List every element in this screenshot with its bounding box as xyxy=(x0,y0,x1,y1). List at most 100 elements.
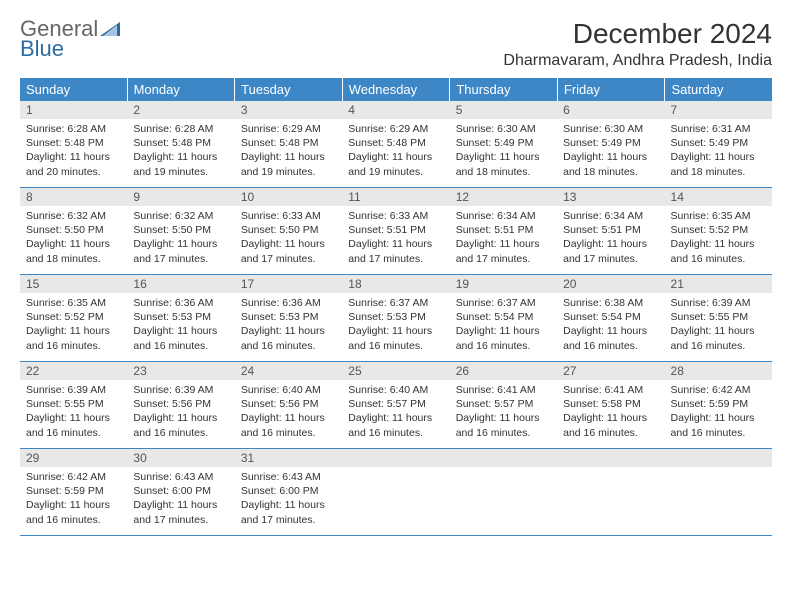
day-info: Sunrise: 6:36 AMSunset: 5:53 PMDaylight:… xyxy=(235,293,342,359)
daylight-text: Daylight: 11 hours and 19 minutes. xyxy=(133,150,228,178)
day-cell: 29Sunrise: 6:42 AMSunset: 5:59 PMDayligh… xyxy=(20,449,127,535)
day-cell: 30Sunrise: 6:43 AMSunset: 6:00 PMDayligh… xyxy=(127,449,234,535)
day-cell: 19Sunrise: 6:37 AMSunset: 5:54 PMDayligh… xyxy=(450,275,557,361)
day-cell: 22Sunrise: 6:39 AMSunset: 5:55 PMDayligh… xyxy=(20,362,127,448)
day-number: 10 xyxy=(235,188,342,206)
sunset-text: Sunset: 5:53 PM xyxy=(241,310,336,324)
day-info: Sunrise: 6:39 AMSunset: 5:56 PMDaylight:… xyxy=(127,380,234,446)
day-header-wednesday: Wednesday xyxy=(343,78,451,101)
sunrise-text: Sunrise: 6:43 AM xyxy=(241,470,336,484)
day-header-thursday: Thursday xyxy=(450,78,558,101)
day-cell: 24Sunrise: 6:40 AMSunset: 5:56 PMDayligh… xyxy=(235,362,342,448)
day-info: Sunrise: 6:43 AMSunset: 6:00 PMDaylight:… xyxy=(235,467,342,533)
sunrise-text: Sunrise: 6:39 AM xyxy=(26,383,121,397)
sunrise-text: Sunrise: 6:29 AM xyxy=(241,122,336,136)
daylight-text: Daylight: 11 hours and 20 minutes. xyxy=(26,150,121,178)
sunrise-text: Sunrise: 6:40 AM xyxy=(241,383,336,397)
day-info: Sunrise: 6:40 AMSunset: 5:56 PMDaylight:… xyxy=(235,380,342,446)
sunset-text: Sunset: 5:49 PM xyxy=(671,136,766,150)
week-row: 29Sunrise: 6:42 AMSunset: 5:59 PMDayligh… xyxy=(20,449,772,536)
day-cell: 14Sunrise: 6:35 AMSunset: 5:52 PMDayligh… xyxy=(665,188,772,274)
day-info: Sunrise: 6:35 AMSunset: 5:52 PMDaylight:… xyxy=(665,206,772,272)
daylight-text: Daylight: 11 hours and 18 minutes. xyxy=(456,150,551,178)
day-number: 2 xyxy=(127,101,234,119)
day-info: Sunrise: 6:32 AMSunset: 5:50 PMDaylight:… xyxy=(127,206,234,272)
sunrise-text: Sunrise: 6:35 AM xyxy=(671,209,766,223)
sunset-text: Sunset: 5:50 PM xyxy=(26,223,121,237)
sunrise-text: Sunrise: 6:39 AM xyxy=(671,296,766,310)
day-cell: 9Sunrise: 6:32 AMSunset: 5:50 PMDaylight… xyxy=(127,188,234,274)
day-info: Sunrise: 6:41 AMSunset: 5:58 PMDaylight:… xyxy=(557,380,664,446)
sunrise-text: Sunrise: 6:38 AM xyxy=(563,296,658,310)
day-cell: 31Sunrise: 6:43 AMSunset: 6:00 PMDayligh… xyxy=(235,449,342,535)
day-header-monday: Monday xyxy=(128,78,236,101)
sunrise-text: Sunrise: 6:39 AM xyxy=(133,383,228,397)
day-cell: 20Sunrise: 6:38 AMSunset: 5:54 PMDayligh… xyxy=(557,275,664,361)
sunrise-text: Sunrise: 6:37 AM xyxy=(348,296,443,310)
daylight-text: Daylight: 11 hours and 16 minutes. xyxy=(241,324,336,352)
day-info: Sunrise: 6:42 AMSunset: 5:59 PMDaylight:… xyxy=(665,380,772,446)
sunset-text: Sunset: 5:52 PM xyxy=(26,310,121,324)
daylight-text: Daylight: 11 hours and 16 minutes. xyxy=(26,411,121,439)
day-cell: 12Sunrise: 6:34 AMSunset: 5:51 PMDayligh… xyxy=(450,188,557,274)
daylight-text: Daylight: 11 hours and 16 minutes. xyxy=(563,411,658,439)
day-number: 12 xyxy=(450,188,557,206)
sunset-text: Sunset: 5:55 PM xyxy=(26,397,121,411)
sunrise-text: Sunrise: 6:40 AM xyxy=(348,383,443,397)
sunset-text: Sunset: 5:51 PM xyxy=(563,223,658,237)
sunrise-text: Sunrise: 6:35 AM xyxy=(26,296,121,310)
daylight-text: Daylight: 11 hours and 16 minutes. xyxy=(26,498,121,526)
day-number: 28 xyxy=(665,362,772,380)
day-info: Sunrise: 6:41 AMSunset: 5:57 PMDaylight:… xyxy=(450,380,557,446)
day-cell: 27Sunrise: 6:41 AMSunset: 5:58 PMDayligh… xyxy=(557,362,664,448)
day-number: 30 xyxy=(127,449,234,467)
day-number: 29 xyxy=(20,449,127,467)
sunrise-text: Sunrise: 6:29 AM xyxy=(348,122,443,136)
day-number: 15 xyxy=(20,275,127,293)
day-number: 11 xyxy=(342,188,449,206)
sunrise-text: Sunrise: 6:30 AM xyxy=(456,122,551,136)
daylight-text: Daylight: 11 hours and 16 minutes. xyxy=(671,324,766,352)
sunset-text: Sunset: 5:58 PM xyxy=(563,397,658,411)
sunset-text: Sunset: 5:57 PM xyxy=(456,397,551,411)
day-info: Sunrise: 6:28 AMSunset: 5:48 PMDaylight:… xyxy=(20,119,127,185)
day-info: Sunrise: 6:40 AMSunset: 5:57 PMDaylight:… xyxy=(342,380,449,446)
sunset-text: Sunset: 5:54 PM xyxy=(563,310,658,324)
daylight-text: Daylight: 11 hours and 17 minutes. xyxy=(563,237,658,265)
day-cell: 4Sunrise: 6:29 AMSunset: 5:48 PMDaylight… xyxy=(342,101,449,187)
day-number: 31 xyxy=(235,449,342,467)
day-cell xyxy=(665,449,772,535)
day-cell: 18Sunrise: 6:37 AMSunset: 5:53 PMDayligh… xyxy=(342,275,449,361)
sunset-text: Sunset: 5:53 PM xyxy=(133,310,228,324)
day-number: 19 xyxy=(450,275,557,293)
sunset-text: Sunset: 5:59 PM xyxy=(671,397,766,411)
sunset-text: Sunset: 5:49 PM xyxy=(563,136,658,150)
day-number: 21 xyxy=(665,275,772,293)
title-block: December 2024 Dharmavaram, Andhra Prades… xyxy=(503,18,772,70)
sunset-text: Sunset: 5:53 PM xyxy=(348,310,443,324)
sunset-text: Sunset: 5:56 PM xyxy=(133,397,228,411)
day-cell: 6Sunrise: 6:30 AMSunset: 5:49 PMDaylight… xyxy=(557,101,664,187)
day-header-sunday: Sunday xyxy=(20,78,128,101)
daylight-text: Daylight: 11 hours and 16 minutes. xyxy=(26,324,121,352)
daylight-text: Daylight: 11 hours and 16 minutes. xyxy=(133,411,228,439)
day-number: 26 xyxy=(450,362,557,380)
day-number: 3 xyxy=(235,101,342,119)
week-row: 22Sunrise: 6:39 AMSunset: 5:55 PMDayligh… xyxy=(20,362,772,449)
daylight-text: Daylight: 11 hours and 17 minutes. xyxy=(348,237,443,265)
sunrise-text: Sunrise: 6:31 AM xyxy=(671,122,766,136)
sunrise-text: Sunrise: 6:36 AM xyxy=(241,296,336,310)
logo: GeneralBlue xyxy=(20,18,120,60)
day-header-row: SundayMondayTuesdayWednesdayThursdayFrid… xyxy=(20,78,772,101)
day-cell: 28Sunrise: 6:42 AMSunset: 5:59 PMDayligh… xyxy=(665,362,772,448)
day-number: 20 xyxy=(557,275,664,293)
sunrise-text: Sunrise: 6:33 AM xyxy=(348,209,443,223)
day-number: 23 xyxy=(127,362,234,380)
day-number-empty xyxy=(342,449,449,467)
day-cell: 15 Sunrise: 6:35 AMSunset: 5:52 PMDayligh… xyxy=(20,275,127,361)
day-cell: 11Sunrise: 6:33 AMSunset: 5:51 PMDayligh… xyxy=(342,188,449,274)
sunrise-text: Sunrise: 6:42 AM xyxy=(26,470,121,484)
daylight-text: Daylight: 11 hours and 17 minutes. xyxy=(133,498,228,526)
day-cell: 23Sunrise: 6:39 AMSunset: 5:56 PMDayligh… xyxy=(127,362,234,448)
sunrise-text: Sunrise: 6:43 AM xyxy=(133,470,228,484)
